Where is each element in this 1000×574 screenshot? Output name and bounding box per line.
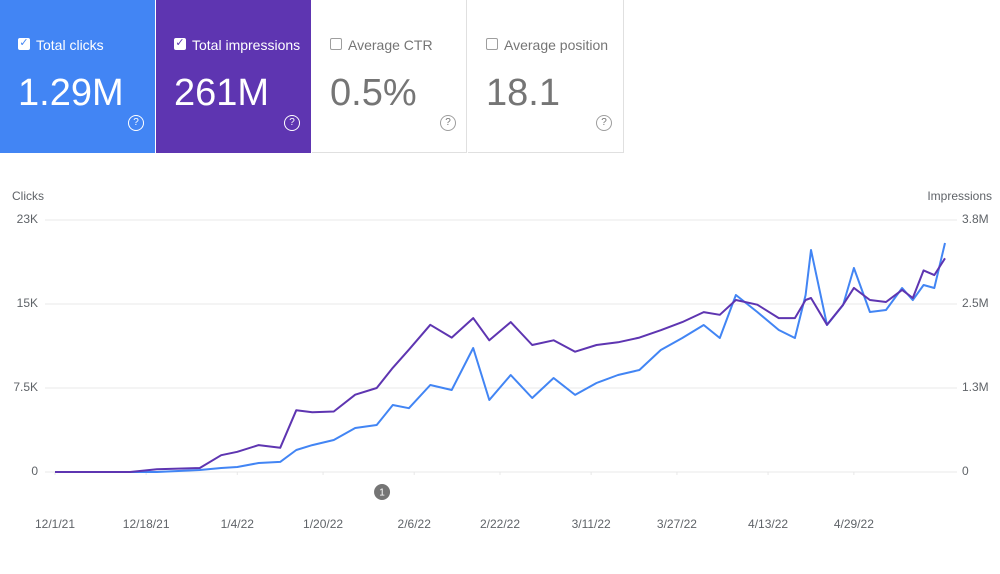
metric-card[interactable]: Average position 18.1? bbox=[468, 0, 624, 153]
x-tick-label: 4/29/22 bbox=[834, 517, 874, 531]
annotation[interactable]: 1 bbox=[374, 484, 391, 500]
metric-value: 0.5% bbox=[330, 72, 417, 114]
y-tick-label: 15K bbox=[17, 296, 38, 310]
y2-tick-label: 3.8M bbox=[962, 212, 989, 226]
x-tick-label: 12/18/21 bbox=[123, 517, 170, 531]
y2-tick-label: 2.5M bbox=[962, 296, 989, 310]
help-icon[interactable]: ? bbox=[128, 115, 144, 131]
x-tick-label: 12/1/21 bbox=[35, 517, 75, 531]
y-tick-label: 23K bbox=[17, 212, 38, 226]
y2-tick-label: 1.3M bbox=[962, 380, 989, 394]
axis-title: Clicks bbox=[12, 189, 44, 203]
help-icon[interactable]: ? bbox=[284, 115, 300, 131]
checkbox[interactable] bbox=[486, 38, 498, 50]
x-tick-label: 2/6/22 bbox=[398, 517, 432, 531]
metric-card[interactable]: Average CTR 0.5%? bbox=[312, 0, 467, 153]
metric-title: Average position bbox=[504, 37, 609, 53]
metric-value: 261M bbox=[174, 72, 270, 114]
checkbox[interactable] bbox=[330, 38, 342, 50]
help-icon[interactable]: ? bbox=[440, 115, 456, 131]
checkbox[interactable]: ✓ bbox=[174, 37, 186, 50]
x-tick-label: 4/13/22 bbox=[748, 517, 788, 531]
annotation-label: 1 bbox=[379, 488, 385, 499]
y-tick-label: 7.5K bbox=[13, 380, 38, 394]
metric-title: Total clicks bbox=[36, 37, 104, 53]
x-tick-label: 1/20/22 bbox=[303, 517, 343, 531]
metric-card[interactable]: ✓ Total clicks 1.29M? bbox=[0, 0, 155, 153]
x-tick-label: 2/22/22 bbox=[480, 517, 520, 531]
metric-value: 1.29M bbox=[18, 72, 124, 114]
x-tick-label: 1/4/22 bbox=[221, 517, 255, 531]
checkbox[interactable]: ✓ bbox=[18, 37, 30, 50]
help-icon[interactable]: ? bbox=[596, 115, 612, 131]
series-line bbox=[55, 242, 946, 473]
metric-value: 18.1 bbox=[486, 72, 560, 114]
metric-card[interactable]: ✓ Total impressions 261M? bbox=[156, 0, 311, 153]
metric-title: Average CTR bbox=[348, 37, 433, 53]
y-tick-label: 0 bbox=[31, 464, 38, 478]
x-tick-label: 3/11/22 bbox=[572, 517, 611, 531]
axis-title: Impressions bbox=[927, 189, 992, 203]
series-line bbox=[55, 257, 946, 473]
x-tick-label: 3/27/22 bbox=[657, 517, 697, 531]
metric-title: Total impressions bbox=[192, 37, 301, 53]
y2-tick-label: 0 bbox=[962, 464, 969, 478]
annotation-marker bbox=[374, 484, 391, 500]
